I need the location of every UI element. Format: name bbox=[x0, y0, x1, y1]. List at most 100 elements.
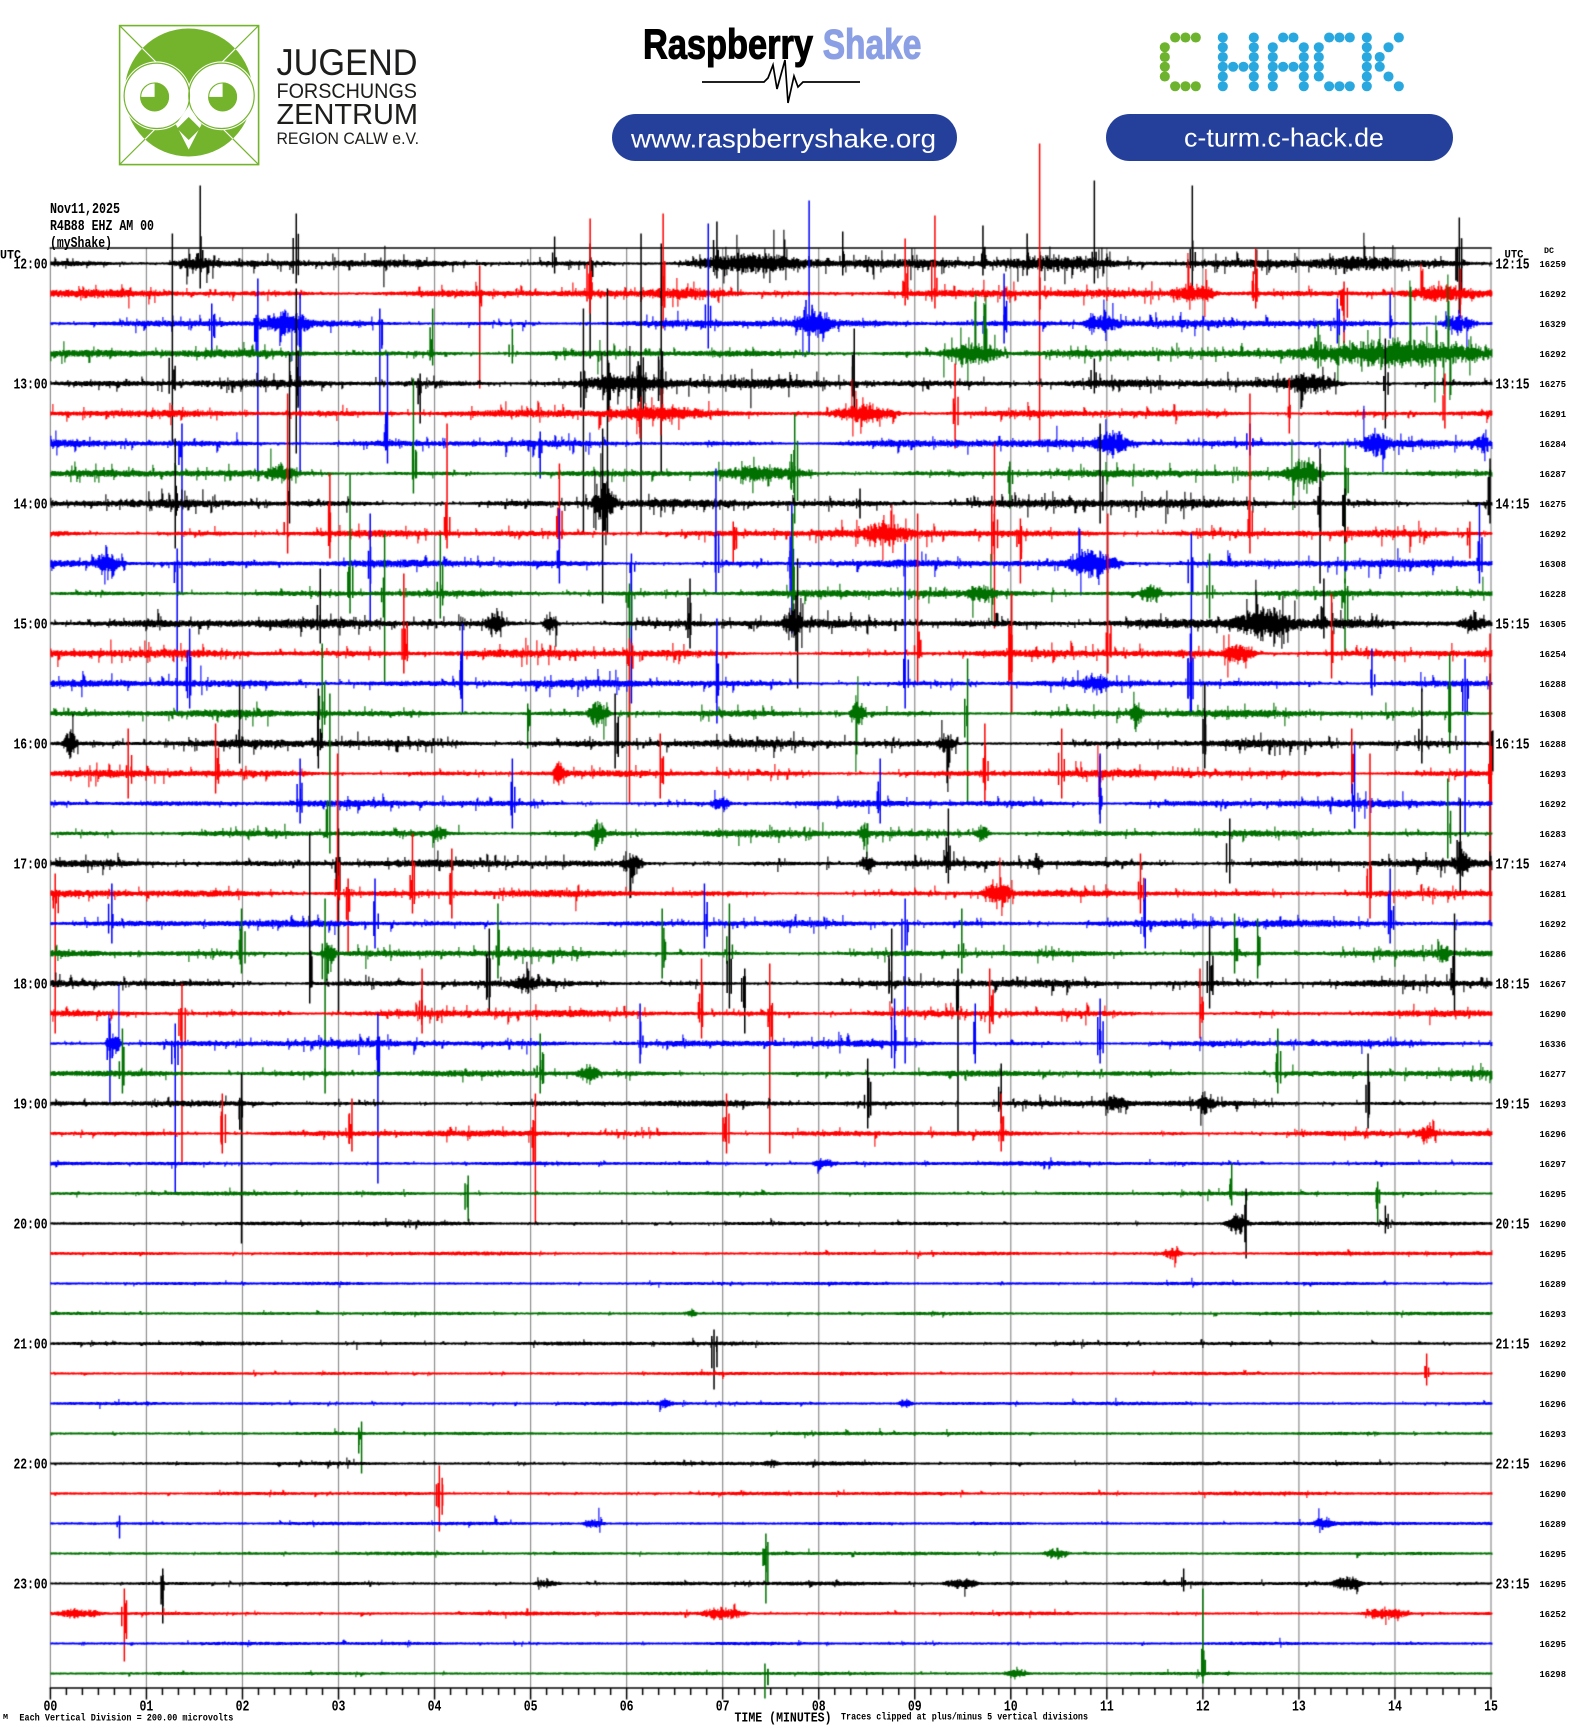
svg-text:19:00: 19:00 bbox=[14, 1098, 48, 1114]
svg-text:16275: 16275 bbox=[1540, 379, 1567, 390]
svg-text:12: 12 bbox=[1196, 1700, 1210, 1716]
svg-text:16292: 16292 bbox=[1540, 289, 1567, 300]
svg-text:TIME (MINUTES): TIME (MINUTES) bbox=[735, 1711, 832, 1727]
svg-text:20:15: 20:15 bbox=[1496, 1218, 1530, 1234]
svg-text:Traces clipped at plus/minus 5: Traces clipped at plus/minus 5 vertical … bbox=[841, 1712, 1088, 1724]
svg-text:21:15: 21:15 bbox=[1496, 1338, 1530, 1354]
svg-text:REGION CALW e.V.: REGION CALW e.V. bbox=[277, 129, 420, 148]
svg-text:06: 06 bbox=[620, 1700, 634, 1716]
svg-text:14: 14 bbox=[1388, 1700, 1402, 1716]
svg-text:15:15: 15:15 bbox=[1496, 618, 1530, 634]
svg-text:23:15: 23:15 bbox=[1496, 1578, 1530, 1594]
svg-text:15:00: 15:00 bbox=[14, 618, 48, 634]
svg-text:JUGEND: JUGEND bbox=[277, 42, 418, 83]
svg-text:FORSCHUNGS: FORSCHUNGS bbox=[277, 79, 418, 103]
svg-text:16296: 16296 bbox=[1540, 1129, 1567, 1140]
svg-text:16289: 16289 bbox=[1540, 1279, 1567, 1290]
svg-text:21:00: 21:00 bbox=[14, 1338, 48, 1354]
svg-text:16284: 16284 bbox=[1540, 439, 1567, 450]
svg-text:16287: 16287 bbox=[1540, 469, 1567, 480]
svg-text:16286: 16286 bbox=[1540, 949, 1567, 960]
svg-text:16292: 16292 bbox=[1540, 919, 1567, 930]
svg-text:05: 05 bbox=[524, 1700, 538, 1716]
svg-text:16296: 16296 bbox=[1540, 1399, 1567, 1410]
svg-text:13:15: 13:15 bbox=[1496, 378, 1530, 394]
svg-text:11: 11 bbox=[1100, 1700, 1114, 1716]
svg-text:15: 15 bbox=[1484, 1700, 1498, 1716]
svg-text:16:15: 16:15 bbox=[1496, 738, 1530, 754]
svg-text:16288: 16288 bbox=[1540, 679, 1567, 690]
svg-text:00: 00 bbox=[44, 1700, 58, 1716]
svg-text:16259: 16259 bbox=[1540, 259, 1567, 270]
svg-text:16308: 16308 bbox=[1540, 559, 1567, 570]
svg-text:08: 08 bbox=[812, 1700, 826, 1716]
svg-text:13: 13 bbox=[1292, 1700, 1306, 1716]
svg-text:16290: 16290 bbox=[1540, 1369, 1567, 1380]
svg-text:22:15: 22:15 bbox=[1496, 1458, 1530, 1474]
svg-text:16293: 16293 bbox=[1540, 1309, 1567, 1320]
svg-text:16290: 16290 bbox=[1540, 1489, 1567, 1500]
svg-text:09: 09 bbox=[908, 1700, 922, 1716]
svg-text:16292: 16292 bbox=[1540, 1339, 1567, 1350]
svg-text:16275: 16275 bbox=[1540, 499, 1567, 510]
svg-text:R4B88 EHZ AM 00: R4B88 EHZ AM 00 bbox=[50, 219, 154, 235]
svg-text:www.raspberryshake.org: www.raspberryshake.org bbox=[630, 124, 936, 154]
svg-text:16295: 16295 bbox=[1540, 1579, 1567, 1590]
svg-text:16293: 16293 bbox=[1540, 1099, 1567, 1110]
svg-text:Each Vertical Division = 200.: Each Vertical Division = 200.00 microvol… bbox=[19, 1713, 233, 1725]
svg-text:c-turm.c-hack.de: c-turm.c-hack.de bbox=[1184, 123, 1384, 153]
svg-text:ZENTRUM: ZENTRUM bbox=[277, 99, 419, 131]
svg-text:02: 02 bbox=[236, 1700, 250, 1716]
svg-text:16295: 16295 bbox=[1540, 1249, 1567, 1260]
svg-text:16290: 16290 bbox=[1540, 1219, 1567, 1230]
svg-text:M: M bbox=[3, 1714, 8, 1722]
svg-text:22:00: 22:00 bbox=[14, 1458, 48, 1474]
svg-text:17:00: 17:00 bbox=[14, 858, 48, 874]
svg-text:16252: 16252 bbox=[1540, 1609, 1567, 1620]
svg-text:16274: 16274 bbox=[1540, 859, 1567, 870]
svg-text:18:00: 18:00 bbox=[14, 978, 48, 994]
svg-text:DC: DC bbox=[1544, 247, 1554, 256]
svg-text:16293: 16293 bbox=[1540, 769, 1567, 780]
svg-text:16254: 16254 bbox=[1540, 649, 1567, 660]
svg-text:16336: 16336 bbox=[1540, 1039, 1567, 1050]
svg-text:12:15: 12:15 bbox=[1496, 258, 1530, 274]
svg-text:(myShake): (myShake) bbox=[50, 236, 112, 252]
svg-text:10: 10 bbox=[1004, 1700, 1018, 1716]
svg-text:16228: 16228 bbox=[1540, 589, 1567, 600]
svg-text:UTC: UTC bbox=[0, 248, 21, 263]
svg-text:16290: 16290 bbox=[1540, 1009, 1567, 1020]
svg-text:16288: 16288 bbox=[1540, 739, 1567, 750]
svg-text:23:00: 23:00 bbox=[14, 1578, 48, 1594]
svg-text:16296: 16296 bbox=[1540, 1459, 1567, 1470]
svg-text:12:00: 12:00 bbox=[14, 258, 48, 274]
svg-text:04: 04 bbox=[428, 1700, 442, 1716]
svg-text:16:00: 16:00 bbox=[14, 738, 48, 754]
svg-text:16277: 16277 bbox=[1540, 1069, 1567, 1080]
svg-text:16308: 16308 bbox=[1540, 709, 1567, 720]
svg-text:16292: 16292 bbox=[1540, 799, 1567, 810]
svg-text:Shake: Shake bbox=[823, 20, 922, 67]
svg-text:14:15: 14:15 bbox=[1496, 498, 1530, 514]
svg-text:16295: 16295 bbox=[1540, 1549, 1567, 1560]
svg-text:16283: 16283 bbox=[1540, 829, 1567, 840]
svg-text:07: 07 bbox=[716, 1700, 730, 1716]
svg-text:18:15: 18:15 bbox=[1496, 978, 1530, 994]
svg-text:16289: 16289 bbox=[1540, 1519, 1567, 1530]
svg-text:16292: 16292 bbox=[1540, 529, 1567, 540]
svg-text:19:15: 19:15 bbox=[1496, 1098, 1530, 1114]
svg-text:UTC: UTC bbox=[1505, 250, 1524, 262]
svg-text:16267: 16267 bbox=[1540, 979, 1567, 990]
svg-text:16329: 16329 bbox=[1540, 319, 1567, 330]
svg-text:16305: 16305 bbox=[1540, 619, 1567, 630]
svg-text:16291: 16291 bbox=[1540, 409, 1567, 420]
svg-text:Nov11,2025: Nov11,2025 bbox=[50, 202, 120, 218]
svg-text:14:00: 14:00 bbox=[14, 498, 48, 514]
svg-text:20:00: 20:00 bbox=[14, 1218, 48, 1234]
svg-text:16295: 16295 bbox=[1540, 1189, 1567, 1200]
svg-text:16295: 16295 bbox=[1540, 1639, 1567, 1650]
svg-text:16297: 16297 bbox=[1540, 1159, 1567, 1170]
svg-text:13:00: 13:00 bbox=[14, 378, 48, 394]
svg-text:16293: 16293 bbox=[1540, 1429, 1567, 1440]
svg-text:16281: 16281 bbox=[1540, 889, 1567, 900]
